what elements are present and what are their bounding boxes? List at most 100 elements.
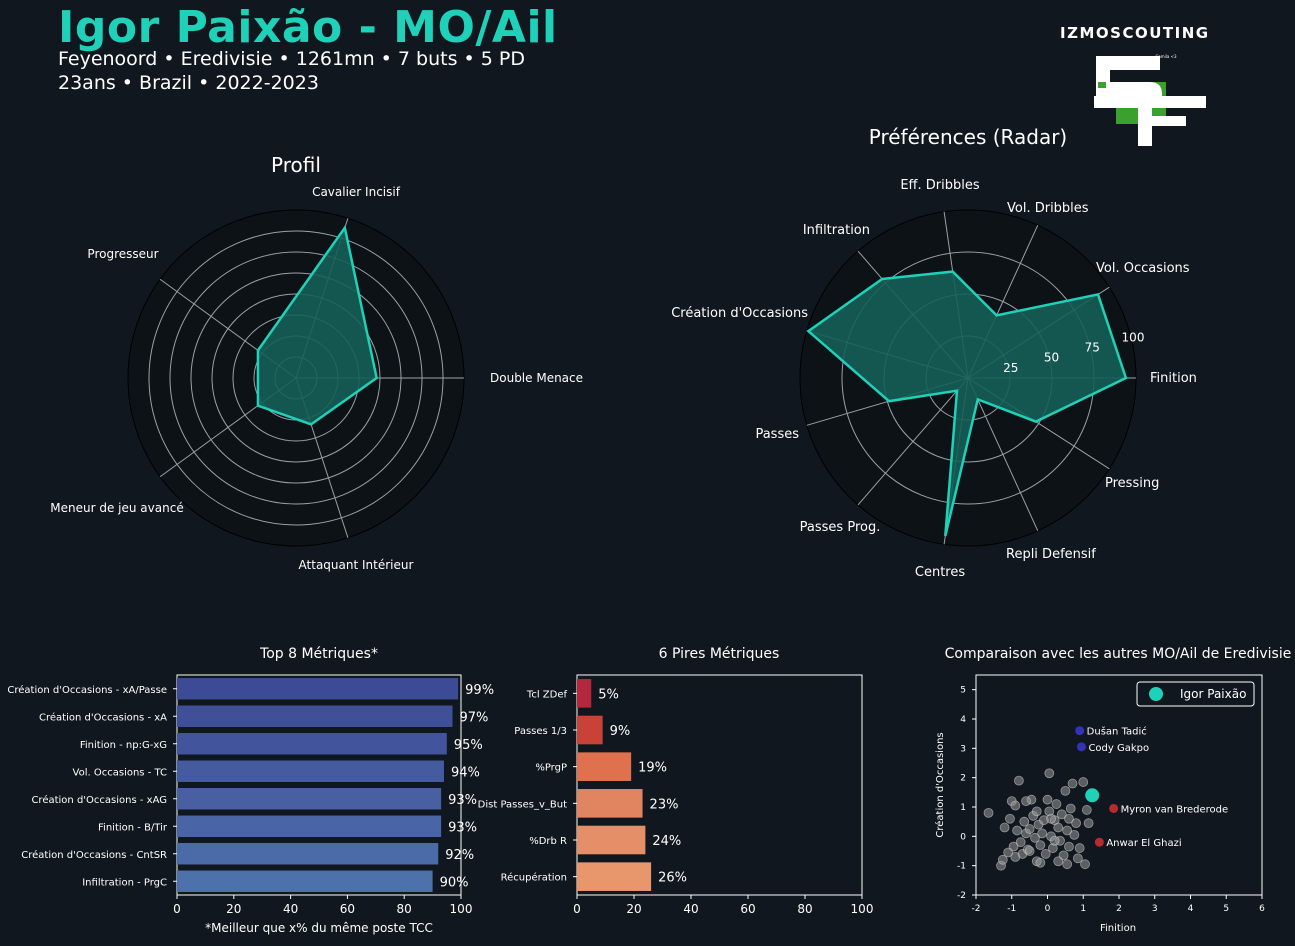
radar-axis-label: Création d'Occasions [671, 306, 808, 321]
scatter-point [1071, 818, 1081, 829]
x-tick-label: -1 [1007, 904, 1016, 914]
bar-value-label: 23% [650, 797, 679, 812]
scatter-title: Comparaison avec les autres MO/Ail de Er… [945, 646, 1292, 662]
scatter-point [1056, 809, 1067, 820]
scatter-labeled-point [1076, 742, 1086, 752]
scatter-point-label: Dušan Tadić [1087, 726, 1147, 738]
bar [177, 678, 459, 700]
scatter-point [1064, 841, 1074, 852]
profil-radar-title: Profil [271, 153, 321, 177]
scatter-point [1062, 825, 1073, 836]
x-tick-label: 5 [1223, 904, 1229, 914]
comparison-scatter-chart: Comparaison avec les autres MO/Ail de Er… [934, 646, 1291, 934]
x-tick-label: 4 [1188, 904, 1194, 914]
radar-axis-label: Double Menace [490, 371, 583, 385]
scatter-point [1035, 857, 1046, 868]
x-tick-label: 80 [397, 902, 412, 916]
scatter-legend-box [1136, 681, 1255, 707]
top-metrics-title: Top 8 Métriques* [259, 646, 378, 662]
x-tick-label: 100 [851, 902, 874, 916]
bar-category-label: Vol. Occasions - TC [73, 767, 167, 778]
bar-value-label: 97% [459, 710, 488, 725]
bar [577, 862, 652, 891]
scatter-point [1014, 775, 1024, 786]
bar-value-label: 5% [598, 687, 619, 702]
scatter-point [1078, 777, 1089, 787]
scatter-point [999, 822, 1010, 833]
scatter-point [1049, 835, 1060, 846]
bar-category-label: %Drb R [529, 836, 567, 847]
scatter-xlabel: Finition [1100, 923, 1136, 934]
brand-name: IZMOSCOUTING [1060, 24, 1210, 42]
bar [577, 715, 603, 745]
radar-axis-label: Eff. Dribbles [900, 178, 980, 193]
scatter-point-label: Anwar El Ghazi [1106, 838, 1181, 849]
scatter-labeled-point [1109, 803, 1119, 813]
bar-category-label: %PrgP [535, 763, 567, 774]
x-tick-label: 0 [173, 902, 181, 916]
scatter-point [1069, 829, 1080, 840]
x-tick-label: 2 [1116, 904, 1122, 914]
x-tick-label: 60 [740, 902, 755, 916]
scatter-point [1037, 828, 1048, 839]
radar-axis-label: Centres [915, 565, 965, 580]
scatter-point [1081, 805, 1092, 815]
scatter-point [1080, 859, 1090, 870]
scatter-point [1044, 768, 1055, 779]
x-tick-label: 0 [573, 902, 581, 916]
scatter-point [997, 854, 1008, 865]
x-tick-label: 100 [450, 902, 473, 916]
y-tick-label: -2 [957, 891, 966, 901]
x-tick-label: 1 [1080, 904, 1086, 914]
worst-metrics-bar-chart: 6 Pires Métriques Tcl ZDef 5% Passes 1/3 9%… [478, 646, 874, 916]
scatter-point [1010, 800, 1021, 811]
scatter-point [1062, 859, 1073, 870]
scatter-labeled-point [1094, 837, 1104, 847]
x-tick-label: 80 [797, 902, 812, 916]
bar-axes-frame [576, 674, 863, 896]
scatter-point [1053, 856, 1064, 867]
scatter-point [1015, 837, 1026, 848]
radar-axis-label: Repli Defensif [1006, 547, 1096, 562]
y-tick-label: 5 [960, 686, 966, 696]
y-tick-label: -1 [957, 862, 966, 872]
scatter-point-label: Cody Gakpo [1088, 743, 1149, 754]
radar-axis-label: Passes Prog. [800, 520, 881, 535]
bar [177, 760, 444, 782]
player-info-line1: Feyenoord • Eredivisie • 1261mn • 7 buts… [58, 48, 526, 70]
scatter-point-label: Myron van Brederode [1121, 804, 1229, 815]
top-metrics-footnote: *Meilleur que x% du même poste TCC [205, 921, 433, 935]
bar [177, 788, 442, 810]
bar-category-label: Finition - np:G-xG [80, 740, 167, 751]
scatter-labeled-point [1075, 726, 1085, 736]
x-tick-label: -2 [972, 904, 981, 914]
radar-series-polygon [806, 270, 1128, 537]
scatter-point [1051, 799, 1062, 809]
bar-category-label: Dist Passes_v_But [478, 799, 567, 810]
scatter-point [1042, 794, 1053, 805]
scatter-ylabel: Création d'Occasions [934, 732, 946, 837]
radar-axis-label: Finition [1150, 371, 1197, 386]
bar-axes-frame [176, 674, 462, 896]
scatter-highlight-point [1085, 788, 1100, 803]
bar-category-label: Création d'Occasions - xA [39, 711, 167, 723]
scatter-point [983, 807, 994, 818]
profil-radar-chart: Profil Double Menace Cavalier Incisif Prog… [50, 153, 583, 572]
bar-value-label: 95% [454, 738, 483, 753]
x-tick-label: 60 [340, 902, 355, 916]
bar [177, 843, 439, 865]
scatter-point [1005, 813, 1015, 824]
radar-spoke [857, 377, 969, 506]
bar-value-label: 9% [610, 724, 631, 739]
bar-value-label: 90% [440, 875, 469, 890]
radar-axis-label: Pressing [1105, 476, 1159, 491]
scatter-point [1083, 818, 1094, 829]
scatter-point [1012, 825, 1023, 836]
scatter-point [1024, 824, 1035, 834]
bar-value-label: 94% [451, 765, 480, 780]
bar-category-label: Récupération [501, 872, 567, 884]
player-info-line2: 23ans • Brazil • 2022-2023 [58, 72, 319, 94]
scatter-point [1024, 846, 1035, 856]
scatter-point [1065, 803, 1076, 814]
